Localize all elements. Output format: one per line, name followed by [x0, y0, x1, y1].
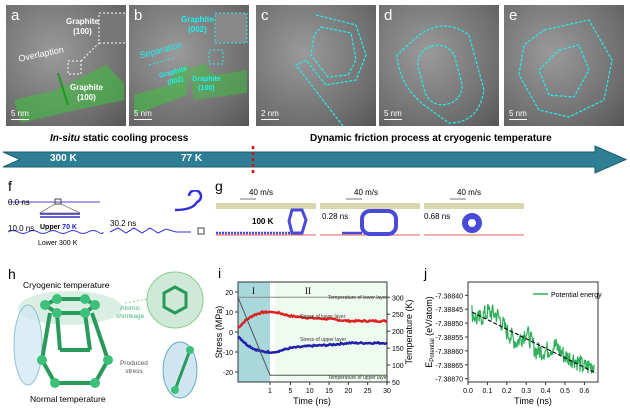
y2-tick-label: 50 [392, 380, 400, 387]
y-tick-label: -7.38860 [435, 349, 463, 356]
temp-300k-label: 300 K [50, 153, 77, 164]
x-tick-label: 15 [325, 388, 333, 395]
h-shrinkage-label: Atomic shrinkage [116, 305, 145, 320]
cooling-process-title: In-situ static cooling process [50, 133, 189, 144]
tem-panel-c: c 2 nm [256, 5, 376, 126]
f-time-30: 30.2 ns [110, 219, 137, 228]
friction-process-title: Dynamic friction process at cryogenic te… [310, 133, 552, 144]
panel-letter: f [8, 178, 12, 194]
g-time-2: 0.68 ns [424, 212, 451, 221]
tem-panel-e: e 5 nm [504, 5, 624, 126]
h-stress-label: Produced stress [120, 360, 148, 375]
series-stress-of-lower-layer [237, 309, 388, 329]
tem-panel-a: a Overlaption Graphite (100) Graphite (100… [6, 5, 126, 126]
x-axis-label: Time (ns) [514, 396, 552, 406]
f-time-10: 10.0 ns [8, 224, 35, 233]
g-simulation [216, 198, 524, 236]
region-I [238, 282, 270, 382]
x-tick-label: 0.4 [541, 388, 551, 395]
h-normal-label: Normal temperature [30, 394, 106, 404]
y-tick-label: -7.38855 [435, 335, 463, 342]
y2-tick-label: 300 [392, 295, 404, 302]
series-temperature-of-upper-layer [237, 297, 387, 376]
y-tick-label: -20 [223, 370, 233, 377]
panel-letter: h [8, 266, 16, 282]
scale-bar: 5 nm [384, 109, 402, 120]
scale-bar: 5 nm [509, 109, 527, 120]
g-temp: 100 K [252, 217, 274, 226]
y-tick-label: 10 [225, 310, 233, 317]
x-tick-label: 5 [288, 388, 292, 395]
temp-77k-label: 77 K [181, 153, 203, 164]
x-tick-label: 0.6 [580, 388, 590, 395]
y-axis-label: Stress (MPa) [214, 306, 224, 359]
tem-panel-b: b Separation Graphite (002) Graphite (002)… [129, 5, 249, 126]
panel-letter: c [261, 7, 269, 24]
scale-bar: 5 nm [134, 109, 152, 120]
y2-tick-label: 100 [392, 363, 404, 370]
panel-letter: e [509, 7, 518, 24]
x-tick-label: 10 [306, 388, 314, 395]
h-schematic [13, 271, 204, 399]
plot-frame-j [467, 281, 599, 383]
x-tick-label: 0.2 [502, 388, 512, 395]
f-simulation [7, 190, 205, 235]
y-tick-label: -7.38845 [435, 307, 463, 314]
y-tick-label: 20 [225, 290, 233, 297]
upper-temp-label: Upper 70 K [40, 224, 77, 231]
g-speed-3: 40 m/s [457, 188, 482, 197]
h-cryogenic-label: Cryogenic temperature [23, 280, 110, 290]
y-tick-label: -10 [223, 350, 233, 357]
region-label-II: II [305, 286, 311, 296]
y-tick-label: -7.38840 [435, 293, 463, 300]
graphite-label-low: Graphite (100) [70, 83, 103, 102]
x-tick-label: 0.5 [560, 388, 570, 395]
lower-temp-label: Lower 300 K [38, 240, 78, 247]
g-speed-1: 40 m/s [249, 188, 274, 197]
y2-tick-label: 200 [392, 329, 404, 336]
panel-letter: a [11, 7, 20, 24]
f-time-0: 0.0 ns [8, 198, 30, 207]
x-tick-label: 1 [268, 388, 272, 395]
panel-letter: b [134, 7, 143, 24]
y-tick-label: -7.38850 [435, 321, 463, 328]
tem-panel-d: d 5 nm [379, 5, 499, 126]
region-II [275, 282, 387, 382]
y2-tick-label: 250 [392, 312, 404, 319]
panel-letter: g [215, 178, 223, 194]
timeline-arrow [2, 145, 628, 174]
trend-line [471, 311, 597, 374]
legend-label: Potential energy [551, 292, 602, 299]
panel-letter: j [424, 265, 428, 281]
series-label: Temperature of upper layer [328, 375, 388, 381]
y2-tick-label: 150 [392, 346, 404, 353]
y2-axis-label: Temperature (K) [404, 299, 414, 364]
y-tick-label: -7.38865 [435, 363, 463, 370]
panel-letter: d [384, 7, 393, 24]
x-tick-label: 25 [364, 388, 372, 395]
g-speed-2: 40 m/s [354, 188, 379, 197]
y-tick-label: 0 [229, 330, 233, 337]
series-label: Stress of upper layer [300, 337, 346, 343]
scale-bar: 5 nm [11, 109, 29, 120]
graphite-002-label: Graphite (002) [181, 15, 214, 34]
series-label: Temperature of lower layer [328, 295, 388, 301]
x-tick-label: 30 [383, 388, 391, 395]
x-axis-label: Time (ns) [293, 396, 331, 406]
y-tick-label: -7.38870 [435, 377, 463, 384]
x-tick-label: 20 [344, 388, 352, 395]
x-tick-label: 0.0 [463, 388, 473, 395]
g-time-1: 0.28 ns [322, 212, 349, 221]
y-axis-label: EPotential (eV/atom) [424, 296, 436, 367]
x-tick-label: 0.1 [483, 388, 493, 395]
x-tick-label: 0.3 [521, 388, 531, 395]
scale-bar: 2 nm [261, 109, 279, 120]
graphite-100-label: Graphite (100) [192, 76, 221, 92]
panel-letter: i [218, 265, 222, 281]
series-potential-energy [471, 303, 595, 374]
series-label: Stress of lower layer [300, 314, 346, 320]
region-label-I: I [252, 286, 255, 296]
graphite-label-top: Graphite (100) [66, 17, 99, 36]
